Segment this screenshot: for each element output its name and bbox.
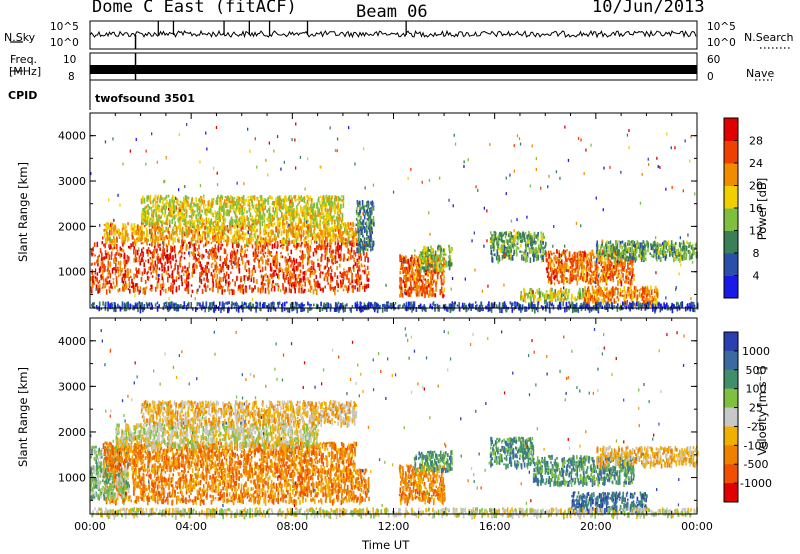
power-region — [103, 221, 358, 246]
time-xtick-label: 08:00 — [276, 520, 308, 533]
time-xtick-label: 04:00 — [175, 520, 207, 533]
freq-label: Freq. — [10, 53, 38, 66]
velocity-region — [90, 445, 130, 502]
power-region — [90, 240, 370, 296]
velocity-ylabel: Slant Range [km] — [16, 367, 30, 467]
power-colorbar-tick-label: 16 — [749, 202, 763, 215]
velocity-colorbar-tick-label: -1000 — [740, 477, 772, 490]
freq-unit-label: [MHz] — [9, 65, 42, 78]
power-region — [355, 200, 375, 254]
nsearch-tick-top: 10^5 — [707, 21, 736, 33]
station-title: Dome C East (fitACF) — [92, 0, 297, 17]
nsearch-tick-bottom: 10^0 — [707, 37, 736, 49]
power-colorbar-tick-label: 28 — [749, 135, 763, 148]
velocity-colorbar-frame — [723, 331, 739, 503]
power-region — [520, 287, 585, 305]
beam-label: Beam 06 — [356, 2, 428, 22]
time-xtick-label: 12:00 — [378, 520, 410, 533]
power-ytick-label: 3000 — [58, 175, 86, 188]
nave-tick-top: 60 — [707, 54, 721, 66]
velocity-colorbar-cell — [724, 426, 738, 446]
velocity-colorbar-tick-label: 500 — [746, 364, 767, 377]
velocity-colorbar-tick-label: 1000 — [742, 345, 770, 358]
power-colorbar-cell — [724, 253, 738, 276]
power-colorbar-tick-label: 4 — [753, 270, 760, 283]
freq-tick-bottom: 8 — [68, 71, 75, 83]
velocity-region — [102, 441, 357, 475]
velocity-region — [115, 422, 319, 452]
velocity-colorbar-cell — [724, 332, 738, 352]
power-region — [490, 230, 547, 264]
power-region — [140, 194, 345, 228]
power-colorbar-cell — [724, 275, 738, 299]
velocity-ytick-label: 3000 — [58, 380, 86, 393]
nsearch-label: N.Search — [744, 31, 794, 44]
velocity-colorbar-cell — [724, 407, 738, 427]
power-ylabel: Slant Range [km] — [16, 162, 30, 262]
power-colorbar-tick-label: 20 — [749, 180, 763, 193]
time-xtick-label: 20:00 — [580, 520, 612, 533]
cpid-label: CPID — [8, 89, 38, 102]
velocity-colorbar-tick-label: 100 — [746, 383, 767, 396]
velocity-colorbar-cell — [724, 464, 738, 484]
nsky-tick-top: 10^5 — [50, 21, 79, 33]
velocity-colorbar-tick-label: -100 — [744, 439, 769, 452]
time-xtick-label: 00:00 — [74, 520, 106, 533]
power-speckle — [90, 122, 696, 301]
velocity-region — [102, 468, 370, 506]
time-xtick-label: 00:00 — [681, 520, 713, 533]
power-colorbar-tick-label: 8 — [753, 247, 760, 260]
velocity-region — [413, 450, 453, 474]
velocity-colorbar-tick-label: -25 — [747, 420, 765, 433]
power-colorbar-cell — [724, 163, 738, 186]
velocity-region — [398, 464, 446, 506]
power-region — [91, 301, 699, 314]
power-colorbar-tick-label: 24 — [749, 157, 763, 170]
power-colorbar-label: Power [dB] — [755, 177, 769, 241]
power-region — [418, 244, 453, 273]
velocity-colorbar-cell — [724, 369, 738, 390]
velocity-ytick-label: 4000 — [58, 335, 86, 348]
velocity-ytick-label: 2000 — [58, 426, 86, 439]
velocity-colorbar-cell — [724, 483, 738, 503]
velocity-speckle — [90, 327, 692, 507]
nave-tick-bottom: 0 — [707, 71, 714, 83]
power-colorbar-cell — [724, 185, 738, 209]
cpid-value: twofsound 3501 — [95, 92, 195, 105]
velocity-region — [489, 436, 535, 470]
nsky-tick-bottom: 10^0 — [50, 37, 79, 49]
velocity-colorbar-cell — [724, 350, 738, 371]
velocity-colorbar-tick-label: 25 — [749, 402, 763, 415]
time-xtick-label: 16:00 — [479, 520, 511, 533]
power-colorbar-cell — [724, 208, 738, 231]
velocity-colorbar-tick-label: -500 — [744, 458, 769, 471]
power-ytick-label: 2000 — [58, 220, 86, 233]
power-colorbar-tick-label: 12 — [749, 225, 763, 238]
power-region — [595, 240, 698, 265]
power-ytick-label: 4000 — [58, 130, 86, 143]
velocity-region — [596, 445, 699, 470]
date-label: 10/Jun/2013 — [592, 0, 705, 17]
nsky-label: N.Sky — [4, 31, 36, 44]
freq-tick-top: 10 — [63, 54, 77, 66]
velocity-region — [140, 400, 358, 429]
velocity-colorbar-cell — [724, 388, 738, 409]
power-colorbar-cell — [724, 230, 738, 254]
time-xlabel: Time UT — [362, 538, 410, 552]
nsky-trace — [89, 29, 697, 39]
power-ytick-label: 1000 — [58, 266, 86, 279]
velocity-ytick-label: 1000 — [58, 472, 86, 485]
nave-label: Nave — [746, 67, 775, 80]
velocity-colorbar-cell — [724, 445, 738, 465]
velocity-colorbar-label: Velocity [m s⁻¹] — [755, 366, 769, 456]
power-colorbar-cell — [724, 118, 738, 141]
power-colorbar-cell — [724, 140, 738, 164]
freq-band — [90, 65, 697, 74]
